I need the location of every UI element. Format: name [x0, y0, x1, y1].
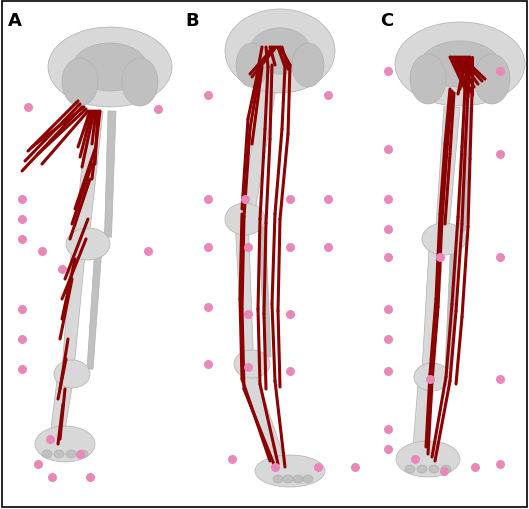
- Ellipse shape: [225, 204, 265, 236]
- Polygon shape: [87, 254, 102, 370]
- Polygon shape: [235, 229, 253, 359]
- Ellipse shape: [255, 455, 325, 487]
- Ellipse shape: [410, 55, 446, 105]
- Ellipse shape: [66, 229, 110, 261]
- Ellipse shape: [396, 441, 460, 477]
- Ellipse shape: [405, 465, 415, 473]
- Polygon shape: [105, 111, 116, 238]
- Ellipse shape: [250, 29, 310, 75]
- Polygon shape: [445, 247, 458, 370]
- Polygon shape: [51, 380, 73, 430]
- Polygon shape: [259, 228, 271, 357]
- Ellipse shape: [73, 44, 147, 92]
- Ellipse shape: [236, 44, 268, 88]
- Ellipse shape: [293, 475, 303, 483]
- Ellipse shape: [225, 10, 335, 94]
- Ellipse shape: [48, 28, 172, 108]
- Polygon shape: [241, 371, 286, 466]
- Polygon shape: [422, 249, 443, 372]
- Ellipse shape: [422, 223, 466, 256]
- Ellipse shape: [395, 23, 525, 107]
- Ellipse shape: [234, 350, 270, 378]
- Ellipse shape: [429, 465, 439, 473]
- Ellipse shape: [417, 465, 427, 473]
- Ellipse shape: [303, 475, 313, 483]
- Polygon shape: [459, 107, 472, 232]
- Polygon shape: [242, 91, 276, 216]
- Ellipse shape: [122, 59, 158, 107]
- Text: B: B: [185, 12, 198, 30]
- Polygon shape: [413, 384, 434, 448]
- Ellipse shape: [283, 475, 293, 483]
- Ellipse shape: [42, 450, 52, 458]
- Text: C: C: [380, 12, 393, 30]
- Ellipse shape: [35, 426, 95, 462]
- Ellipse shape: [292, 44, 324, 88]
- Ellipse shape: [62, 59, 98, 107]
- Polygon shape: [75, 111, 103, 240]
- Ellipse shape: [78, 450, 88, 458]
- Ellipse shape: [66, 450, 76, 458]
- Polygon shape: [62, 254, 85, 370]
- Ellipse shape: [441, 465, 451, 473]
- Ellipse shape: [54, 360, 90, 388]
- Ellipse shape: [273, 475, 283, 483]
- Text: A: A: [8, 12, 22, 30]
- Ellipse shape: [421, 42, 499, 88]
- Polygon shape: [435, 107, 460, 235]
- Ellipse shape: [414, 363, 450, 391]
- Ellipse shape: [474, 55, 510, 105]
- Ellipse shape: [54, 450, 64, 458]
